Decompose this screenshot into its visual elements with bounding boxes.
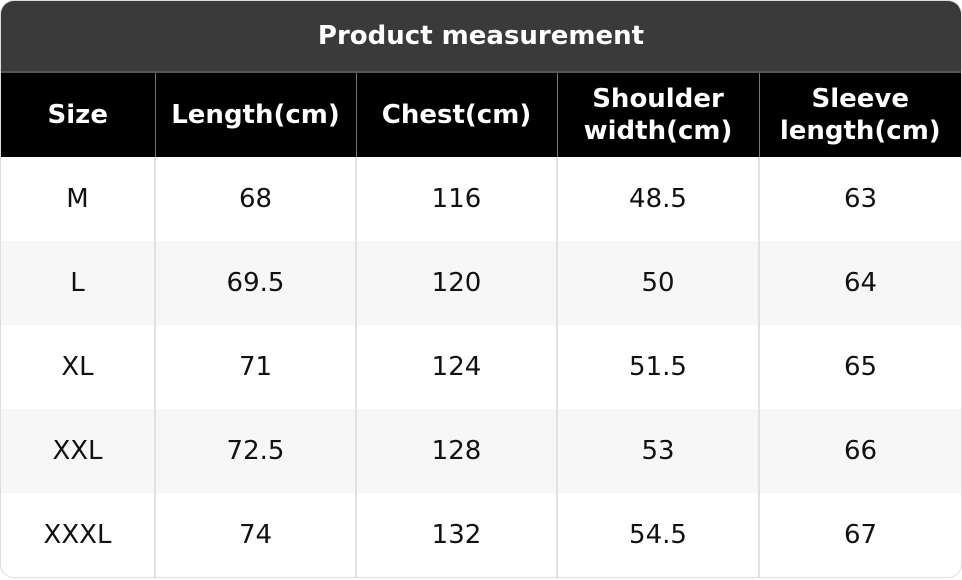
table-row: L 69.5 120 50 64 (1, 241, 961, 325)
value-cell: 120 (355, 241, 557, 325)
value-cell: 68 (154, 157, 356, 241)
header-row: Size Length(cm) Chest(cm) Shoulder width(cm… (1, 73, 961, 157)
value-cell: 67 (758, 493, 961, 577)
value-cell: 128 (355, 409, 557, 493)
size-table: Size Length(cm) Chest(cm) Shoulder width(cm… (1, 73, 961, 577)
table-row: XXXL 74 132 54.5 67 (1, 493, 961, 577)
size-cell: XXXL (43, 520, 112, 550)
column-header: Length(cm) (154, 73, 356, 157)
size-cell: XL (61, 352, 94, 382)
table-row: M 68 116 48.5 63 (1, 157, 961, 241)
column-header: Sleeve length(cm) (758, 73, 961, 157)
size-cell: M (66, 184, 89, 214)
value-cell: 64 (758, 241, 961, 325)
value-cell: 72.5 (154, 409, 356, 493)
size-cell: L (1, 241, 155, 325)
table-row: XL 71 124 51.5 65 (1, 325, 961, 409)
table-body: M 68 116 48.5 63 L 69.5 120 50 64 XL 71 124 51.5 65 XXL… (1, 157, 961, 577)
value-cell: 71 (154, 325, 356, 409)
value-cell: 54.5 (556, 493, 759, 577)
value-cell: 65 (758, 325, 961, 409)
value-cell: 124 (355, 325, 557, 409)
value-cell: 51.5 (556, 325, 759, 409)
value-cell: 50 (556, 241, 759, 325)
value-cell: 66 (758, 409, 961, 493)
size-cell: XXL (1, 409, 155, 493)
value-cell: 53 (556, 409, 759, 493)
value-cell: 63 (758, 157, 961, 241)
column-header: Shoulder width(cm) (556, 73, 759, 157)
value-cell: 132 (355, 493, 557, 577)
column-header: Size (1, 73, 155, 157)
table-title: Product measurement (1, 1, 961, 73)
value-cell: 48.5 (556, 157, 759, 241)
value-cell: 116 (355, 157, 557, 241)
value-cell: 74 (154, 493, 356, 577)
table-row: XXL 72.5 128 53 66 (1, 409, 961, 493)
table-head: Size Length(cm) Chest(cm) Shoulder width(cm… (1, 73, 961, 157)
column-header: Chest(cm) (355, 73, 557, 157)
value-cell: 69.5 (154, 241, 356, 325)
